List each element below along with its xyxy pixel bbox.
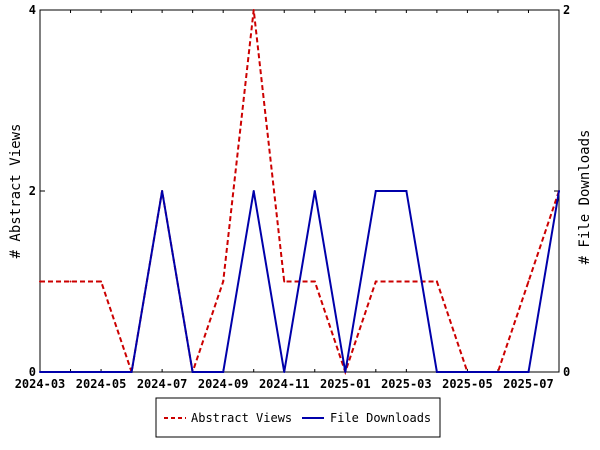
data-point-abstract-views	[405, 280, 408, 283]
data-point-file-downloads	[283, 371, 286, 373]
x-tick-label: 2025-03	[381, 377, 432, 391]
y-axis-right-title: # File Downloads	[577, 130, 593, 265]
legend-box	[155, 397, 441, 438]
data-point-file-downloads	[466, 371, 469, 373]
data-point-file-downloads	[100, 371, 103, 373]
data-point-file-downloads	[527, 371, 530, 373]
data-point-abstract-views	[374, 280, 377, 283]
data-point-file-downloads	[39, 371, 41, 373]
x-tick-label: 2024-03	[15, 377, 66, 391]
data-point-file-downloads	[191, 371, 194, 373]
legend-label-abstract-views: Abstract Views	[191, 411, 292, 425]
y-left-tick-label: 0	[29, 365, 36, 379]
data-point-file-downloads	[130, 371, 133, 373]
plot-frame	[39, 9, 560, 373]
data-point-file-downloads	[161, 190, 164, 192]
data-point-file-downloads	[558, 190, 560, 192]
data-point-file-downloads	[496, 371, 499, 373]
y-left-tick-label: 4	[29, 3, 36, 17]
x-tick-label: 2024-07	[137, 377, 188, 391]
data-point-abstract-views	[435, 280, 438, 283]
series-line-abstract-views	[40, 9, 560, 376]
data-point-file-downloads	[374, 190, 377, 192]
data-point-file-downloads	[435, 371, 438, 373]
x-tick-label: 2024-09	[198, 377, 249, 391]
x-tick-label: 2025-05	[442, 377, 493, 391]
tick-layer: 2024-03 2024-05 2024-07 2024-09 2024-11 2025-…	[15, 3, 571, 391]
data-point-file-downloads	[344, 371, 347, 373]
data-point-file-downloads	[69, 371, 72, 373]
y-right-tick-label: 2	[563, 3, 570, 17]
data-point-file-downloads	[405, 190, 408, 192]
y-right-tick-label: 0	[563, 365, 570, 379]
x-tick-label: 2024-05	[76, 377, 127, 391]
y-axis-left-title: # Abstract Views	[8, 124, 24, 259]
x-tick-label: 2025-07	[503, 377, 554, 391]
series-layer	[39, 9, 560, 376]
data-point-abstract-views	[252, 9, 255, 11]
x-tick-label: 2024-11	[259, 377, 310, 391]
data-point-abstract-views	[39, 280, 41, 283]
legend: Abstract Views File Downloads	[155, 397, 441, 438]
data-point-abstract-views	[69, 280, 72, 283]
data-point-file-downloads	[313, 190, 316, 192]
legend-label-file-downloads: File Downloads	[330, 411, 431, 425]
x-tick-label: 2025-01	[320, 377, 371, 391]
series-line-file-downloads	[40, 190, 560, 373]
data-point-abstract-views	[283, 280, 286, 283]
data-point-abstract-views	[222, 280, 225, 283]
data-point-abstract-views	[100, 280, 103, 283]
data-point-file-downloads	[252, 190, 255, 192]
data-point-abstract-views	[313, 280, 316, 283]
data-point-file-downloads	[222, 371, 225, 373]
y-left-tick-label: 2	[29, 184, 36, 198]
data-point-abstract-views	[527, 280, 530, 283]
